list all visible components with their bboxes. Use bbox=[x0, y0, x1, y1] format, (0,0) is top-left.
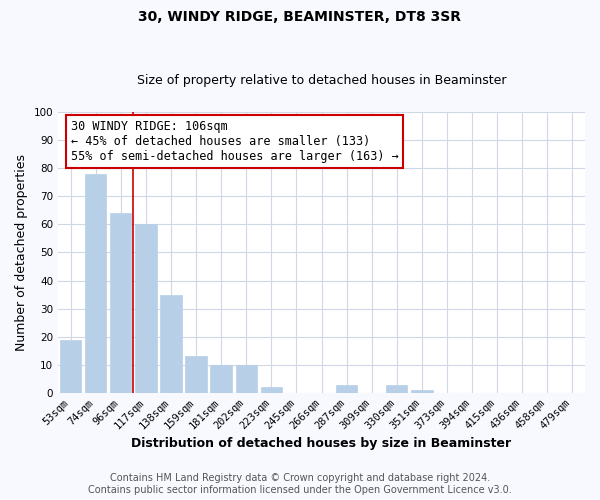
X-axis label: Distribution of detached houses by size in Beaminster: Distribution of detached houses by size … bbox=[131, 437, 512, 450]
Text: 30, WINDY RIDGE, BEAMINSTER, DT8 3SR: 30, WINDY RIDGE, BEAMINSTER, DT8 3SR bbox=[139, 10, 461, 24]
Bar bbox=[236, 365, 257, 393]
Y-axis label: Number of detached properties: Number of detached properties bbox=[15, 154, 28, 351]
Text: Contains HM Land Registry data © Crown copyright and database right 2024.
Contai: Contains HM Land Registry data © Crown c… bbox=[88, 474, 512, 495]
Title: Size of property relative to detached houses in Beaminster: Size of property relative to detached ho… bbox=[137, 74, 506, 87]
Bar bbox=[260, 388, 282, 393]
Bar bbox=[60, 340, 81, 393]
Bar bbox=[386, 384, 407, 393]
Bar bbox=[211, 365, 232, 393]
Bar bbox=[85, 174, 106, 393]
Bar bbox=[160, 294, 182, 393]
Bar bbox=[110, 213, 131, 393]
Bar bbox=[135, 224, 157, 393]
Text: 30 WINDY RIDGE: 106sqm
← 45% of detached houses are smaller (133)
55% of semi-de: 30 WINDY RIDGE: 106sqm ← 45% of detached… bbox=[71, 120, 398, 163]
Bar bbox=[336, 384, 357, 393]
Bar bbox=[185, 356, 207, 393]
Bar bbox=[411, 390, 433, 393]
